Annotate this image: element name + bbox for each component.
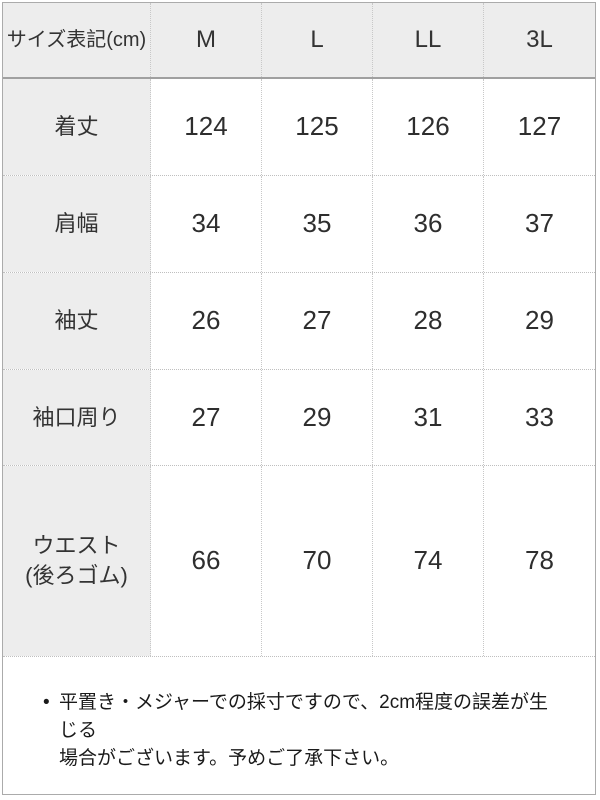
size-chart-header-row: サイズ表記(cm) M L LL 3L <box>3 3 595 79</box>
value-cell: 26 <box>151 273 262 369</box>
value-cell: 124 <box>151 79 262 175</box>
value-cell: 28 <box>373 273 484 369</box>
value-cell: 29 <box>484 273 595 369</box>
value-cell: 29 <box>262 370 373 465</box>
value-cell: 70 <box>262 466 373 656</box>
value-cell: 36 <box>373 176 484 272</box>
value-cell: 74 <box>373 466 484 656</box>
value-cell: 125 <box>262 79 373 175</box>
value-cell: 66 <box>151 466 262 656</box>
header-cell-size-l: L <box>262 3 373 77</box>
table-row-waist: ウエスト (後ろゴム) 66 70 74 78 <box>3 466 595 657</box>
value-cell: 127 <box>484 79 595 175</box>
measurement-note-area: • 平置き・メジャーでの採寸ですので、2cm程度の誤差が生じる 場合がございます… <box>3 657 595 794</box>
measurement-note-text: 平置き・メジャーでの採寸ですので、2cm程度の誤差が生じる 場合がございます。予… <box>59 692 549 769</box>
value-cell: 33 <box>484 370 595 465</box>
value-cell: 31 <box>373 370 484 465</box>
value-cell: 78 <box>484 466 595 656</box>
row-label-shoulder: 肩幅 <box>3 176 151 272</box>
header-cell-size-m: M <box>151 3 262 77</box>
table-row-cuff: 袖口周り 27 29 31 33 <box>3 370 595 466</box>
table-row-sleeve-length: 袖丈 26 27 28 29 <box>3 273 595 370</box>
value-cell: 35 <box>262 176 373 272</box>
table-row-length: 着丈 124 125 126 127 <box>3 79 595 176</box>
value-cell: 27 <box>151 370 262 465</box>
header-cell-size-3l: 3L <box>484 3 595 77</box>
row-label-cuff: 袖口周り <box>3 370 151 465</box>
value-cell: 27 <box>262 273 373 369</box>
row-label-waist: ウエスト (後ろゴム) <box>3 466 151 656</box>
header-cell-size-label: サイズ表記(cm) <box>3 3 151 77</box>
table-row-shoulder: 肩幅 34 35 36 37 <box>3 176 595 273</box>
value-cell: 126 <box>373 79 484 175</box>
row-label-sleeve-length: 袖丈 <box>3 273 151 369</box>
header-cell-size-ll: LL <box>373 3 484 77</box>
row-label-length: 着丈 <box>3 79 151 175</box>
value-cell: 37 <box>484 176 595 272</box>
bullet-icon: • <box>43 692 50 713</box>
value-cell: 34 <box>151 176 262 272</box>
